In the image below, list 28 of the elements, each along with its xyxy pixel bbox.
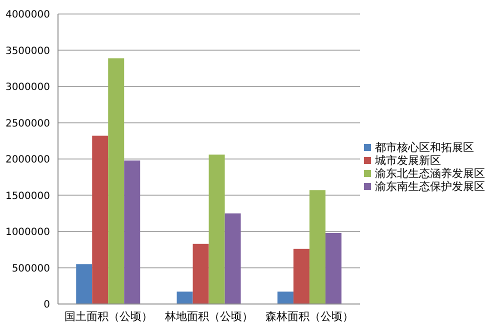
x-tick-label: 国土面积（公顷） <box>64 310 152 323</box>
x-tick-label: 森林面积（公顷） <box>266 310 354 323</box>
bar <box>208 154 225 304</box>
y-tick-label: 0 <box>44 300 50 311</box>
legend-label: 渝东南生态保护发展区 <box>375 180 485 193</box>
bar <box>293 248 310 304</box>
bar <box>224 213 241 304</box>
y-tick-label: 4000000 <box>5 10 50 21</box>
legend-label: 都市核心区和拓展区 <box>375 141 474 154</box>
y-tick-label: 2000000 <box>5 154 50 166</box>
bar <box>176 292 193 304</box>
y-tick-label: 3000000 <box>5 82 50 94</box>
y-tick-label: 500000 <box>12 263 50 274</box>
bar <box>92 136 108 304</box>
bar <box>325 232 342 304</box>
bar <box>309 190 326 304</box>
legend-label: 城市发展新区 <box>375 154 441 167</box>
bar <box>124 160 140 304</box>
y-tick-label: 2500000 <box>5 118 50 130</box>
bar <box>277 292 294 304</box>
bar <box>76 264 92 304</box>
bar <box>192 244 209 304</box>
x-tick-label: 林地面积（公顷） <box>164 310 253 323</box>
y-tick-label: 3500000 <box>5 46 50 57</box>
legend-label: 渝东北生态涵养发展区 <box>375 167 485 180</box>
bar <box>108 58 124 304</box>
y-tick-label: 1500000 <box>5 190 50 202</box>
y-tick-label: 1000000 <box>5 227 50 238</box>
